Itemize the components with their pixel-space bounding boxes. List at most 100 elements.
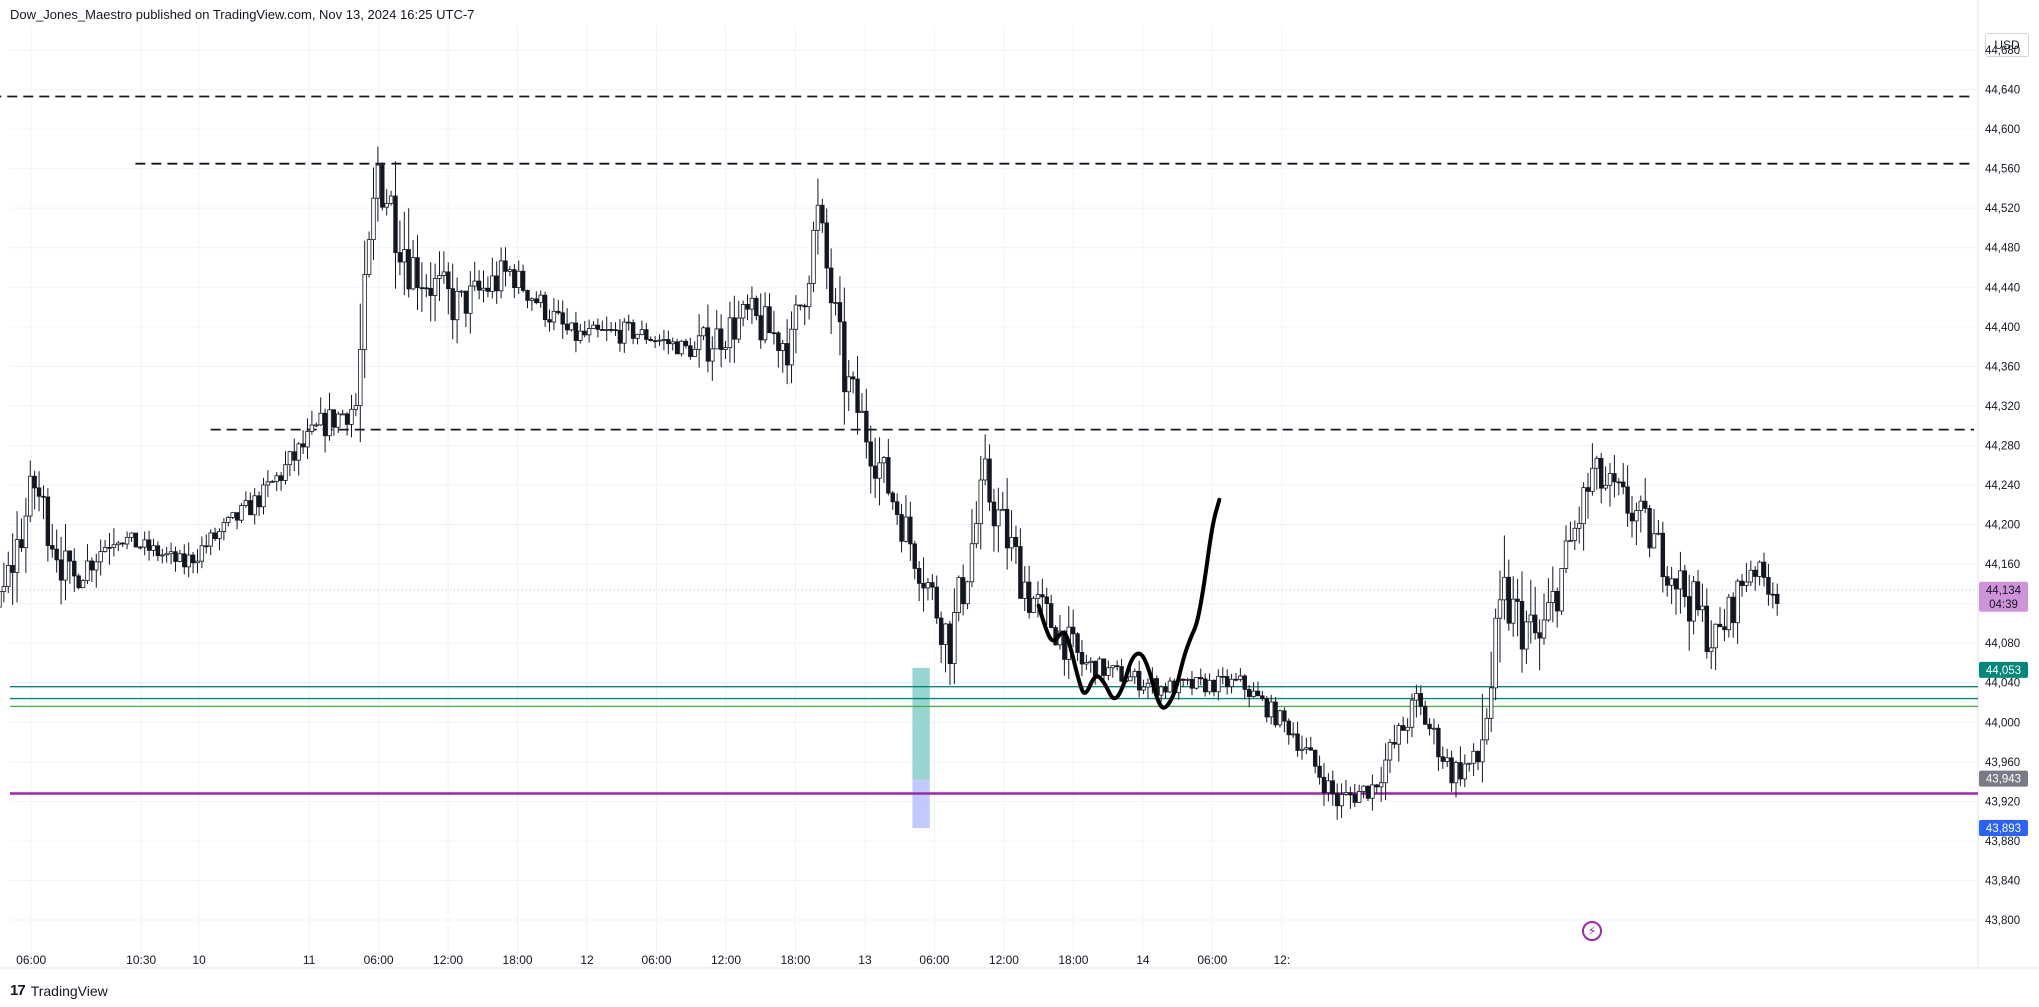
candle-body bbox=[265, 481, 271, 486]
candle-body bbox=[1744, 581, 1749, 586]
candle-body bbox=[1515, 598, 1520, 602]
candle-body bbox=[410, 257, 416, 290]
y-tick-label: 44,000 bbox=[1985, 717, 2020, 729]
x-tick-label: 12:00 bbox=[433, 953, 463, 967]
candle-body bbox=[1088, 660, 1093, 663]
candle-body bbox=[432, 278, 438, 296]
candle-body bbox=[586, 328, 592, 336]
candle-body bbox=[762, 306, 768, 341]
candle-body bbox=[1132, 670, 1137, 678]
candle-body bbox=[1352, 794, 1357, 803]
candle-body bbox=[494, 275, 499, 292]
horizontal-levels bbox=[0, 95, 1978, 795]
candle-body bbox=[1308, 747, 1313, 751]
candle-body bbox=[129, 532, 134, 538]
candle-body bbox=[1612, 473, 1617, 483]
candle-body bbox=[358, 349, 363, 406]
candle-body bbox=[520, 270, 526, 291]
candle-body bbox=[538, 294, 543, 304]
x-tick-label: 06:00 bbox=[16, 953, 46, 967]
candle-body bbox=[886, 457, 891, 494]
candle-body bbox=[212, 532, 218, 540]
candle-body bbox=[604, 328, 609, 331]
candle-body bbox=[1018, 546, 1023, 599]
candle-body bbox=[450, 288, 455, 321]
candle-body bbox=[1202, 678, 1208, 693]
candle-body bbox=[705, 327, 711, 362]
candle-body bbox=[1488, 687, 1494, 719]
candle-body bbox=[916, 568, 922, 584]
lightning-icon[interactable]: ⚡ bbox=[1582, 921, 1602, 941]
candle-body bbox=[727, 317, 733, 349]
candle-body bbox=[1290, 733, 1296, 736]
candle-body bbox=[1189, 678, 1195, 689]
candle-body bbox=[1673, 578, 1679, 590]
candle-body bbox=[688, 345, 693, 357]
y-tick-label: 44,600 bbox=[1985, 124, 2020, 136]
candle-body bbox=[388, 195, 394, 204]
candle-body bbox=[573, 322, 579, 341]
candle-body bbox=[1141, 686, 1146, 691]
candle-body bbox=[582, 330, 587, 336]
candle-body bbox=[1466, 762, 1472, 765]
candle-body bbox=[107, 546, 112, 549]
candle-body bbox=[243, 500, 249, 506]
candle-body bbox=[947, 623, 953, 665]
candle-body bbox=[1405, 726, 1410, 731]
candle-body bbox=[833, 302, 838, 304]
candle-body bbox=[1638, 500, 1644, 511]
candle-body bbox=[146, 539, 152, 551]
candle-body bbox=[300, 443, 306, 448]
candle-body bbox=[732, 317, 737, 340]
candle-body bbox=[1004, 508, 1010, 549]
y-tick-label: 44,080 bbox=[1985, 638, 2020, 650]
candle-body bbox=[1555, 590, 1560, 612]
candle-body bbox=[67, 550, 73, 562]
candle-body bbox=[630, 322, 636, 339]
candle-body bbox=[1383, 759, 1388, 784]
candle-body bbox=[327, 409, 332, 437]
time-axis: 06:00 10:30 10 11 06:00 12:00 18:00 12 06:00 12:0… bbox=[16, 953, 1290, 967]
candle-body bbox=[1563, 540, 1569, 569]
candle-body bbox=[1577, 523, 1582, 529]
candle-body bbox=[1537, 632, 1542, 639]
candle-body bbox=[1704, 605, 1710, 653]
candle-body bbox=[195, 560, 200, 564]
candle-body bbox=[1400, 725, 1406, 731]
candle-body bbox=[1378, 782, 1384, 788]
candle-body bbox=[120, 542, 125, 545]
candle-body bbox=[1422, 705, 1428, 725]
candle-body bbox=[1607, 473, 1613, 486]
candle-body bbox=[305, 431, 310, 448]
candle-body bbox=[1444, 757, 1450, 762]
candle-body bbox=[569, 322, 574, 331]
candle-body bbox=[45, 496, 51, 546]
candle-body bbox=[102, 546, 108, 552]
candle-body bbox=[534, 298, 539, 304]
candle-body bbox=[1775, 593, 1780, 604]
candle-body bbox=[978, 479, 983, 525]
candle-body bbox=[648, 339, 653, 342]
candle-body bbox=[1092, 660, 1098, 678]
candle-body bbox=[1343, 792, 1349, 795]
y-tick-label: 44,200 bbox=[1985, 520, 2020, 532]
candle-body bbox=[1603, 484, 1608, 489]
candle-body bbox=[938, 617, 944, 645]
candle-body bbox=[459, 290, 464, 293]
candle-body bbox=[1396, 725, 1401, 745]
candle-body bbox=[1519, 601, 1525, 650]
x-tick-label: 06:00 bbox=[919, 953, 949, 967]
y-tick-label: 44,560 bbox=[1985, 164, 2020, 176]
candle-body bbox=[1299, 748, 1305, 751]
level-badge-gray-bg bbox=[1979, 770, 2028, 787]
candle-body bbox=[974, 523, 979, 545]
candle-body bbox=[331, 409, 337, 428]
candle-body bbox=[1238, 675, 1243, 680]
candle-body bbox=[1616, 481, 1622, 484]
candle-body bbox=[292, 451, 297, 461]
candle-body bbox=[94, 561, 99, 571]
candle-body bbox=[230, 512, 235, 518]
currency-selector[interactable]: USD bbox=[1985, 33, 2029, 57]
x-tick-label: 06:00 bbox=[364, 953, 394, 967]
candle-body bbox=[1713, 623, 1718, 649]
